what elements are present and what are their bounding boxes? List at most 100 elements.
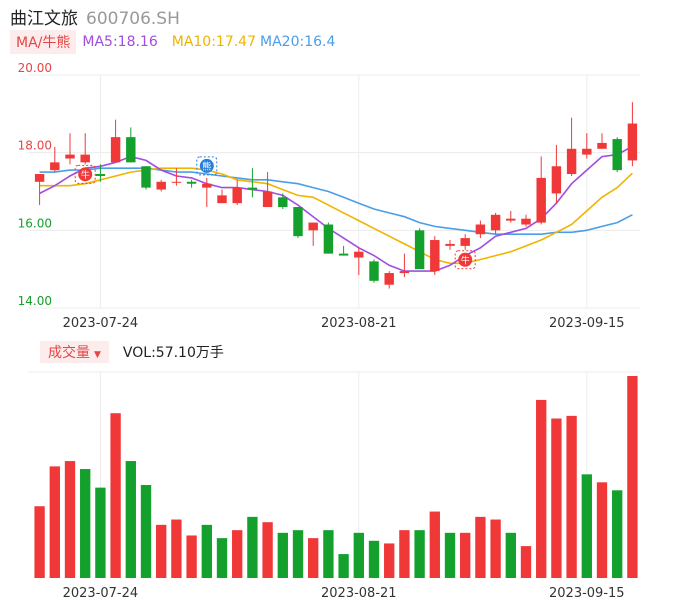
- candle: [536, 156, 546, 225]
- candle: [475, 220, 486, 239]
- candle-body: [141, 166, 151, 188]
- stock-header: 曲江文旅 600706.SH: [10, 4, 180, 29]
- bull-marker: 牛: [454, 250, 476, 270]
- volume-bar: [338, 554, 349, 578]
- ma-indicator-button[interactable]: MA/牛熊: [10, 30, 77, 54]
- kline-grid: [28, 74, 640, 309]
- volume-bar: [384, 543, 395, 578]
- volume-bar: [444, 532, 456, 578]
- volume-bars: [34, 376, 638, 578]
- ma5-line: [39, 145, 633, 272]
- candle: [551, 144, 562, 204]
- volume-bar: [308, 538, 319, 578]
- candle-body: [65, 154, 75, 159]
- candle: [399, 253, 410, 277]
- candle: [293, 207, 303, 239]
- marker-badge: [458, 252, 473, 267]
- volume-bar: [429, 511, 440, 578]
- candle: [597, 133, 607, 149]
- volume-bar: [414, 530, 425, 578]
- candle-body: [186, 181, 197, 184]
- candle-body: [597, 142, 607, 149]
- candle: [414, 228, 425, 270]
- marker-frame: [454, 250, 476, 270]
- candle-body: [369, 261, 379, 281]
- candle: [217, 189, 227, 204]
- volume-bar: [627, 376, 638, 578]
- bull-marker: 牛: [74, 164, 96, 184]
- marker-frame: [196, 156, 218, 176]
- marker-badge: [199, 158, 214, 173]
- y-tick-label: 16.00: [18, 216, 52, 230]
- volume-bar: [247, 516, 258, 578]
- marker-label: 牛: [81, 169, 90, 181]
- candle-body: [34, 174, 45, 182]
- candle: [460, 234, 470, 250]
- volume-bar: [323, 530, 334, 578]
- volume-bar: [475, 516, 486, 578]
- candle: [126, 127, 136, 163]
- volume-bar: [95, 487, 106, 578]
- candle-body: [202, 183, 212, 188]
- candle: [80, 133, 90, 165]
- candle: [65, 133, 75, 165]
- volume-bar: [612, 490, 623, 578]
- ma10-line: [39, 167, 633, 265]
- candle-body: [521, 218, 531, 225]
- volume-bar: [292, 530, 304, 578]
- candle: [384, 271, 394, 289]
- candle: [490, 212, 501, 235]
- volume-bar: [353, 532, 364, 578]
- volume-bar: [277, 532, 288, 578]
- candle: [521, 214, 531, 227]
- volume-bar: [125, 461, 136, 578]
- y-tick-label: 20.00: [18, 61, 52, 75]
- candle: [247, 168, 258, 198]
- stock-code: 600706.SH: [86, 9, 180, 29]
- x-tick-label: 2023-09-15: [549, 316, 625, 331]
- volume-x-axis: 2023-07-24 2023-08-21 2023-09-15: [63, 586, 625, 601]
- candle-body: [490, 214, 501, 231]
- candle: [566, 117, 577, 176]
- volume-bar: [64, 461, 76, 578]
- candle-body: [338, 253, 349, 256]
- volume-bar: [140, 484, 152, 578]
- volume-bar: [490, 519, 501, 578]
- candle: [50, 146, 60, 173]
- volume-bar: [596, 482, 608, 578]
- kline-x-axis: 2023-07-24 2023-08-21 2023-09-15: [63, 316, 625, 331]
- candle: [323, 222, 334, 254]
- volume-bar: [581, 474, 592, 578]
- x-tick-label: 2023-07-24: [63, 586, 139, 601]
- volume-bar: [368, 540, 380, 578]
- candle-body: [232, 187, 242, 204]
- candle: [156, 179, 166, 192]
- candle: [95, 164, 106, 182]
- candle-body: [414, 230, 425, 270]
- candle: [186, 179, 197, 188]
- volume-bar: [156, 524, 167, 578]
- stock-name: 曲江文旅: [10, 9, 78, 29]
- y-tick-label: 14.00: [18, 294, 52, 308]
- ma-legend: MA/牛熊 MA5:18.16 MA10:17.47 MA20:16.4: [10, 30, 335, 54]
- candle-body: [217, 195, 227, 204]
- volume-indicator-button[interactable]: 成交量 ▼: [40, 341, 109, 363]
- volume-bar: [460, 532, 471, 578]
- ma20-line: [39, 167, 633, 235]
- candle-body: [536, 177, 546, 223]
- candle-body: [50, 162, 60, 171]
- volume-bar: [505, 532, 516, 578]
- volume-bar: [216, 538, 228, 578]
- x-tick-label: 2023-08-21: [321, 586, 397, 601]
- volume-bar: [171, 519, 182, 578]
- volume-bar: [566, 415, 577, 578]
- candle: [369, 259, 379, 283]
- candlesticks: [34, 102, 638, 289]
- x-tick-label: 2023-07-24: [63, 316, 139, 331]
- volume-bar: [551, 418, 562, 578]
- volume-bar: [34, 506, 45, 578]
- candle-body: [460, 238, 470, 246]
- volume-bar: [536, 399, 547, 578]
- candle-body: [110, 137, 121, 163]
